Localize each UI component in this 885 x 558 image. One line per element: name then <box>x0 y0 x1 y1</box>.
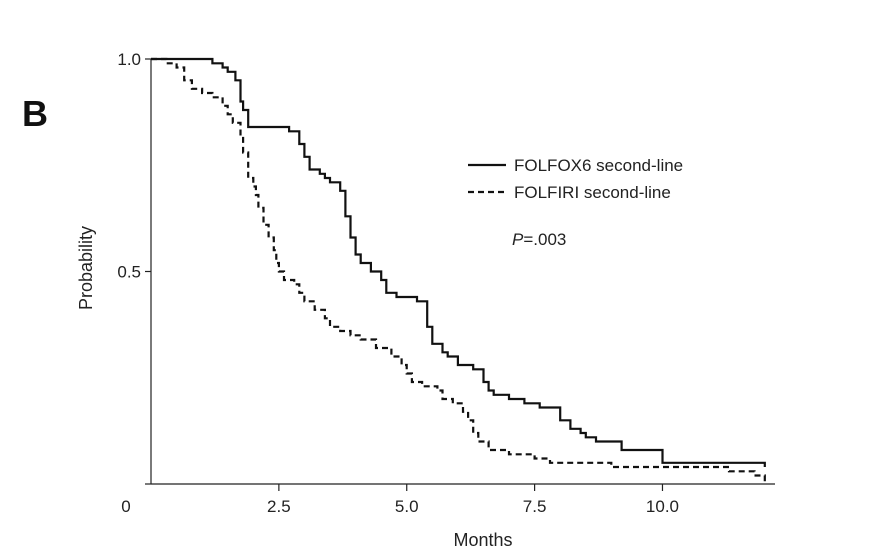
panel-label: B <box>22 93 48 134</box>
y-axis-title: Probability <box>76 226 96 310</box>
p-value-annotation: P=.003 <box>512 230 566 249</box>
y-tick-label: 0.5 <box>117 263 141 282</box>
x-tick-label: 10.0 <box>646 497 679 516</box>
legend-label: FOLFIRI second-line <box>514 183 671 202</box>
x-tick-label: 0 <box>121 497 130 516</box>
p-value-symbol: P <box>512 230 524 249</box>
x-tick-label: 7.5 <box>523 497 547 516</box>
folfox6-curve <box>151 57 766 467</box>
folfiri-curve <box>151 57 766 484</box>
x-axis-title: Months <box>453 530 512 550</box>
legend-label: FOLFOX6 second-line <box>514 156 683 175</box>
y-tick-label: 1.0 <box>117 50 141 69</box>
x-tick-label: 5.0 <box>395 497 419 516</box>
chart-series <box>151 57 766 484</box>
p-value-number: =.003 <box>523 230 566 249</box>
x-tick-label: 2.5 <box>267 497 291 516</box>
chart-legend: FOLFOX6 second-line FOLFIRI second-line P=… <box>468 156 683 249</box>
chart-axes: 0 2.5 5.0 7.5 10.0 0.5 1.0 <box>117 50 775 516</box>
